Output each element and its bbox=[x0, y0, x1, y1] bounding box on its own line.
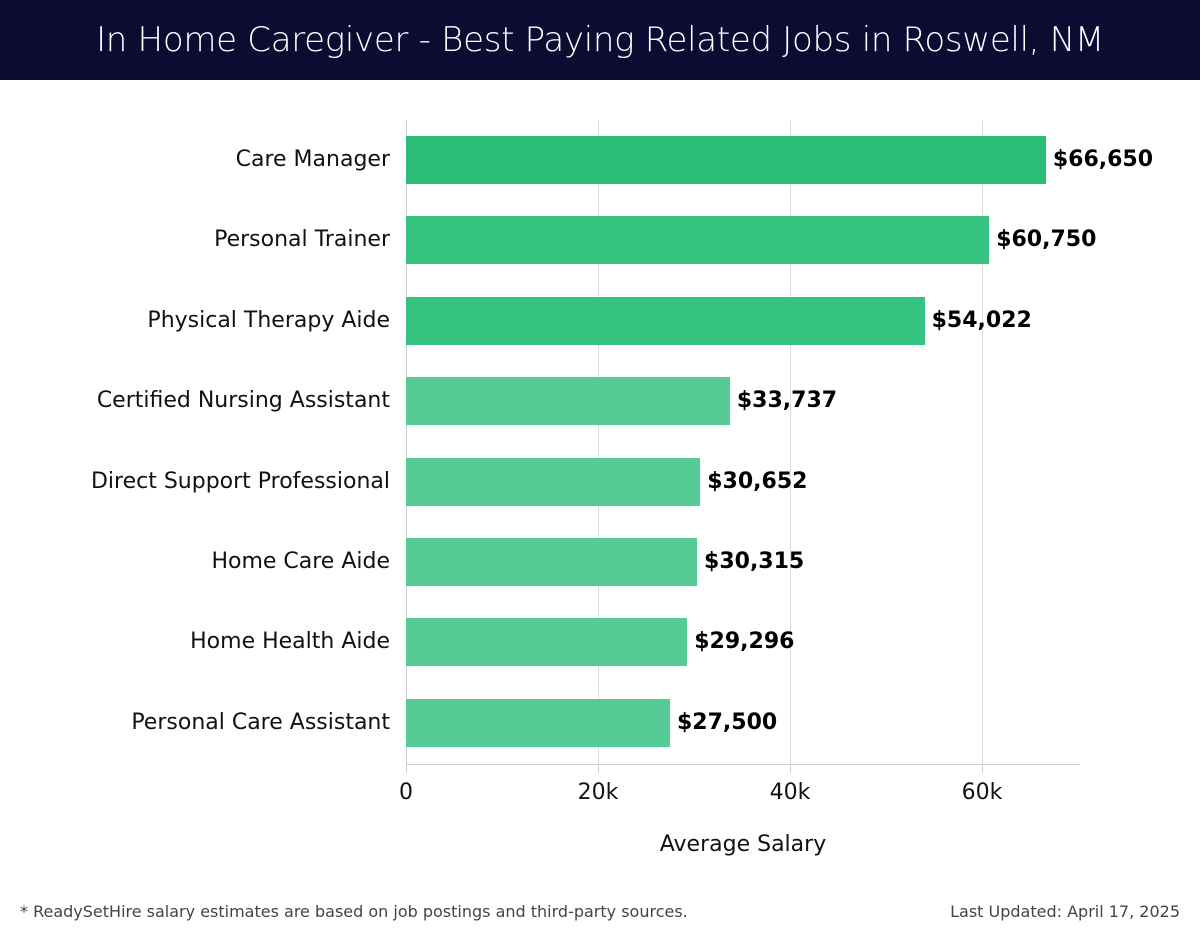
category-label: Certified Nursing Assistant bbox=[96, 388, 390, 414]
bar-value-label: $54,022 bbox=[931, 307, 1032, 333]
bar bbox=[406, 377, 730, 426]
bar-value-label: $60,750 bbox=[996, 227, 1097, 253]
x-tick bbox=[406, 765, 407, 773]
bar-value-label: $33,737 bbox=[736, 388, 838, 414]
category-label: Home Health Aide bbox=[190, 629, 390, 655]
plot-area: $66,650 $60,750 $54,022 $33,737 $30,652 $30,3… bbox=[406, 120, 1153, 773]
bar bbox=[406, 296, 925, 345]
bar-value-label: $29,296 bbox=[694, 629, 795, 655]
footnote: * ReadySetHire salary estimates are base… bbox=[20, 902, 688, 921]
bar bbox=[406, 216, 990, 265]
category-label: Home Care Aide bbox=[211, 549, 390, 574]
bar-value-label: $66,650 bbox=[1052, 147, 1154, 172]
bar-value-label: $27,500 bbox=[677, 709, 778, 735]
bar bbox=[406, 618, 688, 667]
x-axis-line bbox=[406, 764, 1080, 765]
x-tick bbox=[790, 765, 791, 773]
gridline-60k bbox=[982, 120, 983, 764]
chart-title: In Home Caregiver - Best Paying Related … bbox=[96, 20, 1104, 60]
category-label: Personal Care Assistant bbox=[131, 709, 390, 735]
bar-value-label: $30,315 bbox=[704, 549, 805, 574]
x-axis-label: Average Salary bbox=[659, 832, 827, 857]
gridline-40k bbox=[790, 120, 791, 764]
category-label: Physical Therapy Aide bbox=[147, 307, 390, 333]
bar-value-label: $30,652 bbox=[707, 468, 808, 494]
bar bbox=[406, 457, 701, 506]
x-tick-label: 20k bbox=[577, 780, 619, 805]
last-updated: Last Updated: April 17, 2025 bbox=[950, 902, 1180, 921]
chart-header: In Home Caregiver - Best Paying Related … bbox=[0, 0, 1200, 80]
gridline-20k bbox=[598, 120, 599, 764]
x-tick bbox=[598, 765, 599, 773]
bar bbox=[406, 538, 698, 586]
category-label: Care Manager bbox=[235, 147, 390, 172]
x-tick-label: 60k bbox=[961, 780, 1003, 805]
x-tick bbox=[982, 765, 983, 773]
x-tick-label: 0 bbox=[399, 780, 413, 805]
bar bbox=[406, 698, 670, 747]
category-label: Direct Support Professional bbox=[90, 468, 390, 494]
category-label: Personal Trainer bbox=[214, 227, 390, 253]
x-tick-label: 40k bbox=[769, 780, 811, 805]
bar bbox=[406, 136, 1046, 184]
y-axis-line bbox=[406, 120, 407, 772]
